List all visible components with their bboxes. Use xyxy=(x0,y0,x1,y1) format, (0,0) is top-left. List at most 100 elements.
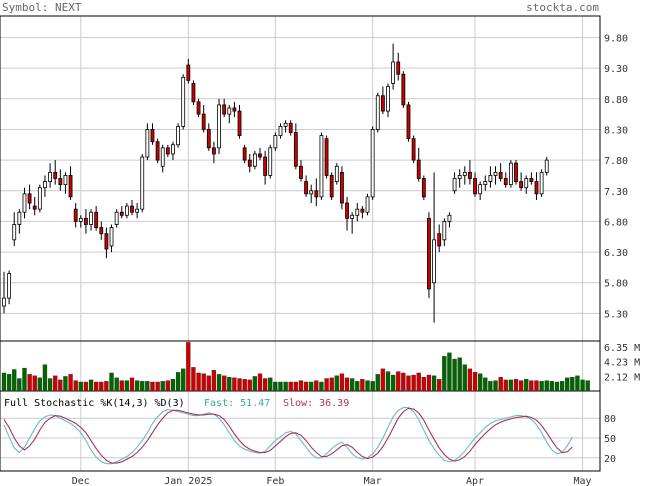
candle-body-down xyxy=(345,202,349,219)
candle xyxy=(53,160,58,185)
candle-body-up xyxy=(12,224,17,241)
candle-body-up xyxy=(319,135,324,198)
volume-bar xyxy=(104,381,109,392)
volume-bar xyxy=(47,378,53,392)
candle-body-up xyxy=(283,122,288,127)
candle-body-up xyxy=(273,135,278,149)
candle xyxy=(150,123,155,145)
candle-body-up xyxy=(227,107,232,115)
candle-body-down xyxy=(73,208,78,222)
candle-body-up xyxy=(524,178,529,189)
candle-body-down xyxy=(130,205,134,213)
volume-bar xyxy=(565,377,570,392)
candle xyxy=(140,153,145,213)
volume-bar xyxy=(83,381,89,392)
volume-bar xyxy=(227,376,232,392)
candle xyxy=(519,172,524,191)
stochastic-lines xyxy=(3,407,573,465)
candle xyxy=(263,150,268,185)
candle xyxy=(432,172,436,323)
candle xyxy=(283,120,288,133)
candle xyxy=(252,150,257,170)
volume-bar xyxy=(513,379,519,392)
date-tick-label: Apr xyxy=(466,476,484,486)
volume-bar xyxy=(109,372,114,392)
candle xyxy=(355,203,360,222)
volume-bar xyxy=(390,374,396,392)
candle-body-up xyxy=(217,104,221,149)
candle xyxy=(437,224,442,253)
candle xyxy=(2,271,6,314)
candle xyxy=(160,144,165,173)
candle-body-up xyxy=(386,86,390,112)
volume-bar xyxy=(370,381,375,392)
candle xyxy=(268,144,273,179)
volume-bar xyxy=(350,378,355,392)
volume-bar xyxy=(534,380,539,392)
candle-body-down xyxy=(401,73,406,106)
candle xyxy=(237,104,242,139)
volume-bar xyxy=(68,374,73,392)
candle xyxy=(165,144,170,158)
candle-body-up xyxy=(109,227,114,247)
volume-bar xyxy=(134,380,140,392)
volume-bar xyxy=(196,372,201,392)
price-tick-label: 8.80 xyxy=(604,95,628,106)
stochastic-tick-label: 50 xyxy=(604,434,616,445)
candle-body-up xyxy=(375,95,380,130)
candle xyxy=(514,160,518,185)
candle xyxy=(217,98,221,154)
candle xyxy=(304,175,308,197)
candle xyxy=(401,71,406,108)
volume-bar xyxy=(273,381,278,392)
candle xyxy=(391,43,396,90)
candle-body-down xyxy=(104,233,109,250)
volume-bar xyxy=(181,368,186,392)
volume-bar xyxy=(580,379,585,392)
volume-bar xyxy=(42,364,48,392)
candle xyxy=(32,196,37,216)
date-tick-label: Dec xyxy=(72,476,90,486)
volume-bar xyxy=(124,380,130,392)
volume-bar xyxy=(559,381,565,392)
candle xyxy=(191,80,196,105)
volume-bar xyxy=(324,378,329,392)
volume-bar xyxy=(575,375,580,392)
candle-body-down xyxy=(534,181,539,195)
volume-bar xyxy=(114,377,119,392)
candle xyxy=(232,101,237,118)
candle-body-up xyxy=(355,208,360,216)
candle-body-down xyxy=(293,132,298,167)
candle xyxy=(155,138,160,164)
volume-bar xyxy=(53,375,58,392)
candle xyxy=(498,163,503,182)
candle xyxy=(375,92,380,133)
candle-body-down xyxy=(263,156,268,176)
candle-body-up xyxy=(268,147,273,176)
candle-body-up xyxy=(176,125,180,146)
candle-body-down xyxy=(437,233,442,247)
stochastic-fast-line xyxy=(3,407,573,465)
candle xyxy=(457,169,462,188)
volume-bar xyxy=(416,372,421,392)
candle-body-up xyxy=(544,159,549,173)
candle-body-down xyxy=(242,147,247,161)
candle xyxy=(411,135,416,164)
candle xyxy=(314,178,319,207)
volume-bar xyxy=(457,357,462,392)
volume-bar xyxy=(129,377,135,392)
candle-body-up xyxy=(457,175,462,179)
volume-bar xyxy=(498,376,503,392)
volume-bar xyxy=(309,381,314,392)
price-tick-label: 8.30 xyxy=(604,125,628,136)
volume-bar xyxy=(554,381,560,392)
volume-bar xyxy=(401,372,406,392)
price-tick-label: 5.30 xyxy=(604,309,628,320)
candle-body-up xyxy=(350,214,355,219)
candle-body-down xyxy=(411,138,416,161)
volume-bar xyxy=(539,381,544,392)
volume-bar xyxy=(99,381,104,392)
candle xyxy=(406,101,411,142)
volume-bar xyxy=(6,374,12,392)
